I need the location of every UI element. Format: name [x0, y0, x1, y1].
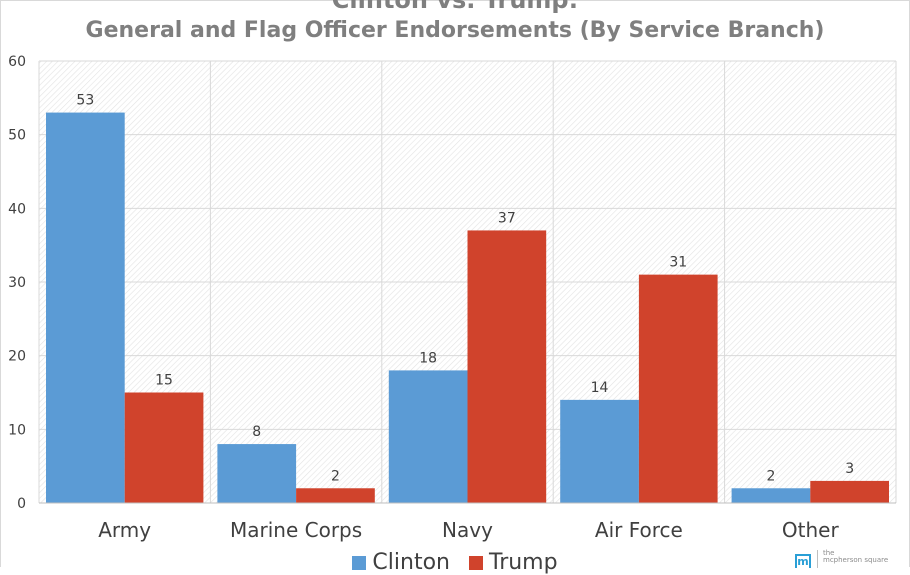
data-label-clinton-other: 2 [766, 468, 775, 484]
y-tick-label-20: 20 [8, 349, 26, 365]
chart-subtitle: General and Flag Officer Endorsements (B… [85, 18, 825, 43]
logo-divider [817, 550, 818, 568]
bar-trump-other [810, 480, 889, 503]
logo-mark-icon: m [795, 554, 811, 568]
mcpherson-square-logo: m the mcpherson square [795, 548, 905, 568]
bar-clinton-navy [388, 370, 468, 503]
y-axis: 0 10 20 30 40 50 60 [8, 54, 26, 512]
x-axis: Army Marine Corps Navy Air Force Other [39, 502, 896, 542]
bar-trump-marine-corps [296, 488, 375, 503]
legend-label-clinton: Clinton [372, 550, 450, 575]
y-tick-label-0: 0 [17, 496, 26, 512]
data-label-trump-marine-corps: 2 [331, 468, 340, 484]
legend-swatch-clinton [352, 556, 367, 570]
logo-line-1: the [823, 549, 835, 557]
y-tick-label-10: 10 [8, 422, 26, 438]
legend: Clinton Trump [0, 550, 910, 575]
data-label-clinton-air-force: 14 [591, 380, 609, 396]
x-tick-label-air-force: Air Force [595, 518, 683, 542]
data-label-trump-navy: 37 [498, 210, 516, 226]
legend-swatch-trump [468, 556, 483, 570]
bar-trump-navy [467, 230, 547, 503]
y-tick-label-50: 50 [8, 128, 26, 144]
data-label-trump-air-force: 31 [669, 255, 687, 271]
bar-trump-army [124, 392, 204, 503]
chart-title: Clinton vs. Trump: [331, 0, 579, 14]
bar-clinton-marine-corps [217, 444, 297, 503]
x-tick-label-other: Other [782, 518, 840, 542]
y-tick-label-60: 60 [8, 54, 26, 70]
logo-line-2: mcpherson square [823, 556, 889, 564]
y-tick-label-40: 40 [8, 201, 26, 217]
x-tick-label-navy: Navy [442, 518, 493, 542]
bar-clinton-air-force [560, 399, 639, 503]
legend-item-clinton: Clinton [352, 550, 450, 575]
data-label-trump-other: 3 [845, 461, 854, 477]
bar-clinton-other [731, 488, 811, 503]
bar-trump-air-force [638, 274, 718, 503]
legend-label-trump: Trump [488, 550, 558, 575]
data-label-clinton-marine-corps: 8 [252, 424, 261, 440]
legend-item-trump: Trump [468, 550, 558, 575]
bars [46, 112, 889, 504]
data-label-clinton-navy: 18 [419, 350, 437, 366]
x-tick-label-army: Army [98, 518, 151, 542]
y-tick-label-30: 30 [8, 275, 26, 291]
data-labels: 53 15 8 2 18 37 14 31 2 3 [76, 93, 854, 485]
x-tick-label-marine-corps: Marine Corps [230, 518, 362, 542]
logo-text: the mcpherson square [823, 550, 888, 564]
data-label-clinton-army: 53 [76, 93, 94, 109]
data-label-trump-army: 15 [155, 373, 173, 389]
bar-clinton-army [46, 112, 125, 504]
